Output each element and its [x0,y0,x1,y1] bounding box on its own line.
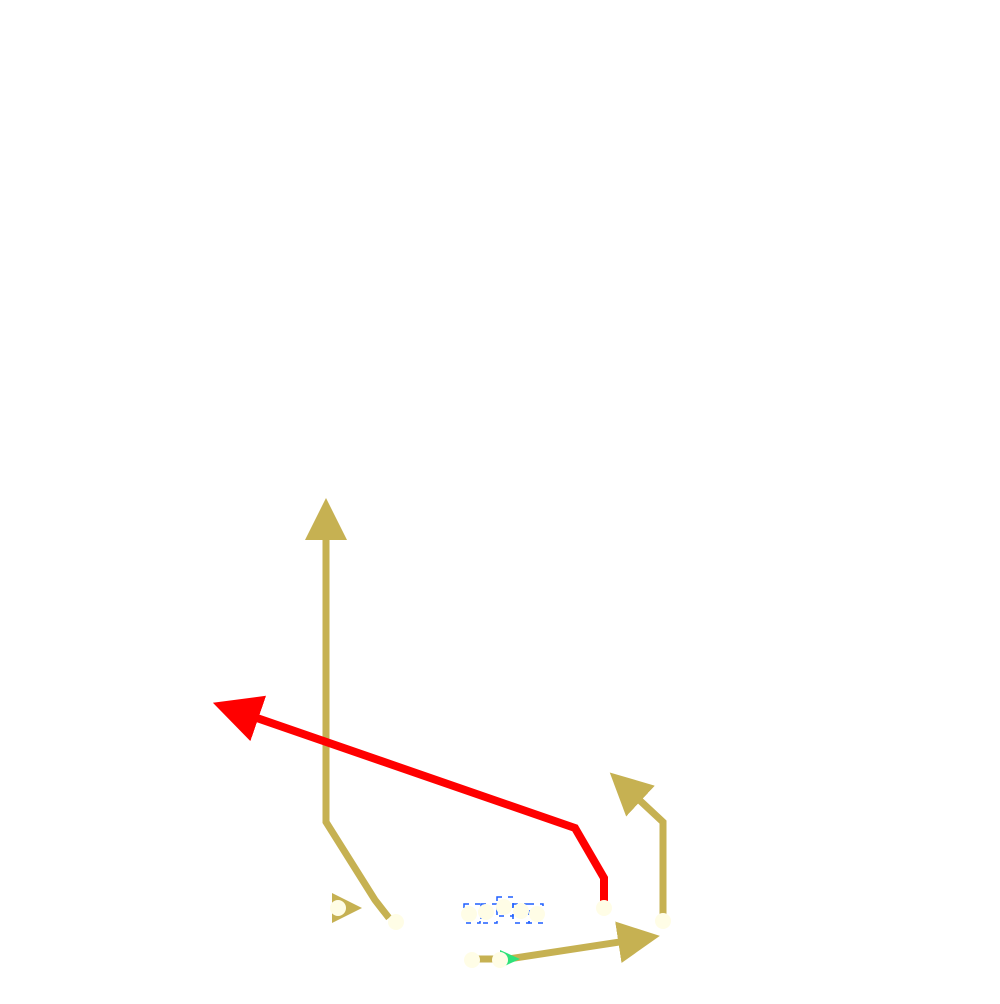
player-wr-slot [596,900,612,916]
player-wr-right [655,913,671,929]
player-ol-3 [496,899,512,915]
player-ol-2 [478,904,494,920]
player-qb [464,952,480,968]
player-ol-1 [461,906,477,922]
player-rb [492,952,508,968]
player-ol-4 [513,903,529,919]
players [330,899,671,968]
route-post-corner [212,695,608,902]
lineman-box [480,903,498,924]
route-flat [507,921,660,963]
route-go [305,498,392,921]
player-wr-left [330,900,346,916]
player-ol-5 [529,906,545,922]
player-te-left [388,914,404,930]
route-corner [609,772,667,918]
